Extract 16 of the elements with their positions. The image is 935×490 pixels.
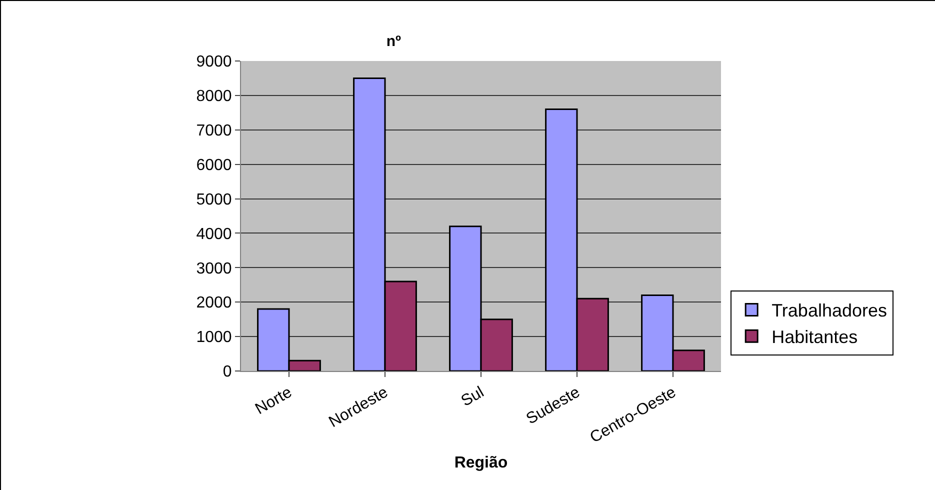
- chart-title: nº: [386, 32, 402, 50]
- legend-label: Trabalhadores: [772, 300, 888, 321]
- y-tick-label: 2000: [196, 294, 232, 312]
- y-tick-label: 7000: [196, 122, 232, 140]
- y-tick-label: 9000: [196, 54, 232, 71]
- y-tick-label: 4000: [196, 226, 232, 243]
- x-axis-title: Região: [454, 454, 508, 472]
- legend-label: Habitantes: [772, 327, 858, 348]
- y-tick-label: 8000: [196, 88, 232, 106]
- y-tick-label: 3000: [196, 260, 232, 278]
- y-tick-label: 5000: [196, 191, 232, 208]
- x-tick-label: Norte: [252, 384, 296, 418]
- x-tick-label: Sul: [458, 384, 487, 410]
- y-tick-label: 1000: [196, 329, 232, 346]
- y-tick-label: 0: [222, 364, 232, 381]
- y-tick-label: 6000: [196, 156, 232, 174]
